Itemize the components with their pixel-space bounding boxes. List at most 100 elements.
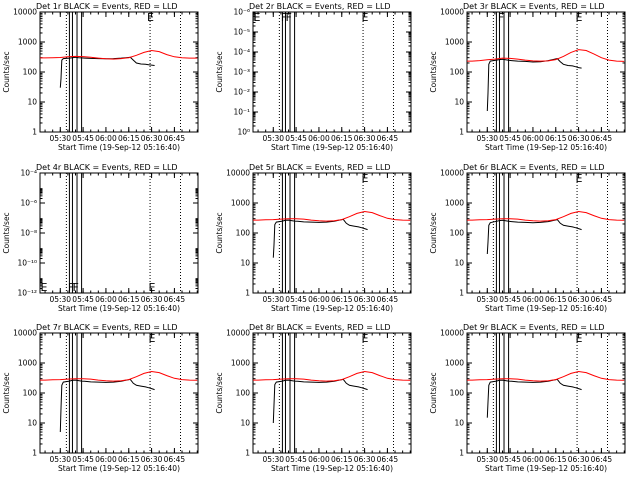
plot-frame	[39, 332, 199, 454]
lld-series-line	[253, 370, 411, 382]
panel-title: Det 2r BLACK = Events, RED = LLD	[249, 2, 391, 11]
x-tick-label: 06:00	[95, 295, 117, 304]
y-tick-label: 10	[454, 419, 464, 428]
edge-letter-marker: F	[72, 281, 78, 294]
x-tick-label: 06:30	[354, 134, 376, 143]
y-tick-label: 10⁻¹	[233, 108, 250, 117]
time-interval-bar	[503, 11, 510, 133]
y-tick-label: 1	[459, 128, 464, 137]
x-tick-label: 06:15	[331, 134, 353, 143]
x-tick-label: 06:00	[308, 455, 330, 464]
x-tick-label: 05:45	[72, 455, 94, 464]
y-tick-label: 1000	[231, 359, 250, 368]
y-tick-label: 1000	[445, 38, 464, 47]
time-interval-bar	[68, 11, 73, 133]
plot-frame	[252, 172, 412, 294]
y-tick-label: 1	[245, 289, 250, 298]
y-tick-label: 100	[450, 229, 465, 238]
x-tick-label: 05:30	[262, 134, 284, 143]
plot-frame	[39, 11, 199, 133]
y-tick-label: 10⁻⁴	[233, 48, 250, 57]
panel-title: Det 6r BLACK = Events, RED = LLD	[463, 163, 605, 172]
y-tick-label: 1	[459, 289, 464, 298]
lld-series-line	[467, 49, 625, 62]
edge-letter-marker: E	[576, 332, 583, 345]
y-tick-label: 10	[240, 259, 250, 268]
x-tick-label: 05:45	[499, 455, 521, 464]
x-tick-label: 06:15	[118, 295, 140, 304]
y-axis-label: Counts/sec	[215, 372, 224, 413]
time-interval-bar	[68, 172, 73, 294]
x-tick-label: 06:00	[522, 455, 544, 464]
x-axis-label: Start Time (19-Sep-12 05:16:40)	[58, 304, 180, 313]
x-tick-label: 06:30	[354, 295, 376, 304]
y-axis-label: Counts/sec	[429, 372, 438, 413]
y-tick-label: 1000	[445, 359, 464, 368]
edge-letter-marker: E	[362, 11, 369, 24]
plot-frame	[466, 11, 626, 133]
detector-panel-9: Det 9r BLACK = Events, RED = LLD 1 10 100 10…	[429, 323, 626, 473]
y-tick-label: 100	[236, 389, 251, 398]
detector-panel-7: Det 7r BLACK = Events, RED = LLD 1 10 100 10…	[2, 323, 199, 473]
x-tick-label: 06:45	[164, 295, 186, 304]
x-axis-label: Start Time (19-Sep-12 05:16:40)	[485, 143, 607, 152]
plot-frame	[466, 172, 626, 294]
time-interval-bar	[289, 11, 296, 133]
x-axis-label: Start Time (19-Sep-12 05:16:40)	[271, 464, 393, 473]
x-tick-label: 06:30	[354, 455, 376, 464]
x-tick-label: 06:15	[331, 455, 353, 464]
x-axis-label: Start Time (19-Sep-12 05:16:40)	[485, 464, 607, 473]
y-tick-label: 10⁰	[237, 128, 250, 137]
y-axis-label: Counts/sec	[215, 212, 224, 253]
edge-letter-marker: F	[498, 11, 504, 24]
y-axis-label: Counts/sec	[429, 51, 438, 92]
x-tick-label: 06:45	[591, 134, 613, 143]
y-tick-label: 100	[23, 389, 38, 398]
x-tick-label: 05:45	[285, 455, 307, 464]
y-tick-label: 10	[27, 98, 37, 107]
x-tick-label: 06:00	[95, 134, 117, 143]
x-tick-label: 06:45	[591, 455, 613, 464]
y-tick-label: 1000	[18, 359, 37, 368]
x-tick-label: 05:30	[49, 455, 71, 464]
x-tick-label: 05:30	[49, 295, 71, 304]
plot-frame	[39, 172, 199, 294]
y-tick-label: 1	[459, 449, 464, 458]
y-tick-label: 1000	[18, 38, 37, 47]
x-tick-label: 05:30	[262, 295, 284, 304]
detector-panel-2: Det 2r BLACK = Events, RED = LLD 10⁰ 10⁻¹ 1…	[215, 2, 412, 152]
x-axis-label: Start Time (19-Sep-12 05:16:40)	[271, 304, 393, 313]
y-axis-label: Counts/sec	[2, 212, 11, 253]
y-tick-label: 100	[23, 68, 38, 77]
x-tick-label: 06:00	[522, 295, 544, 304]
panel-title: Det 7r BLACK = Events, RED = LLD	[36, 323, 178, 332]
panel-title: Det 3r BLACK = Events, RED = LLD	[463, 2, 605, 11]
x-tick-label: 06:15	[118, 134, 140, 143]
y-tick-label: 10⁻⁵	[233, 28, 250, 37]
x-tick-label: 06:15	[331, 295, 353, 304]
edge-letter-marker: E	[41, 281, 48, 294]
y-tick-label: 10⁻⁸	[20, 229, 37, 238]
x-tick-label: 06:45	[377, 455, 399, 464]
y-tick-label: 10	[27, 419, 37, 428]
x-tick-label: 06:15	[118, 455, 140, 464]
y-axis-label: Counts/sec	[2, 372, 11, 413]
time-interval-bar	[289, 332, 296, 454]
edge-letter-marker: E	[576, 11, 583, 24]
lld-series-line	[253, 210, 411, 222]
events-series-line	[59, 56, 155, 88]
x-axis-label: Start Time (19-Sep-12 05:16:40)	[58, 464, 180, 473]
events-series-line	[272, 378, 368, 424]
time-interval-bar	[281, 11, 286, 133]
events-series-line	[486, 219, 582, 255]
x-tick-label: 06:00	[308, 295, 330, 304]
x-tick-label: 05:30	[476, 134, 498, 143]
x-tick-label: 06:30	[141, 134, 163, 143]
x-tick-label: 06:45	[591, 295, 613, 304]
lld-series-line	[40, 49, 198, 60]
plot-frame	[466, 332, 626, 454]
time-interval-bar	[76, 11, 83, 133]
y-tick-label: 10⁻²	[233, 88, 250, 97]
y-tick-label: 10	[240, 419, 250, 428]
